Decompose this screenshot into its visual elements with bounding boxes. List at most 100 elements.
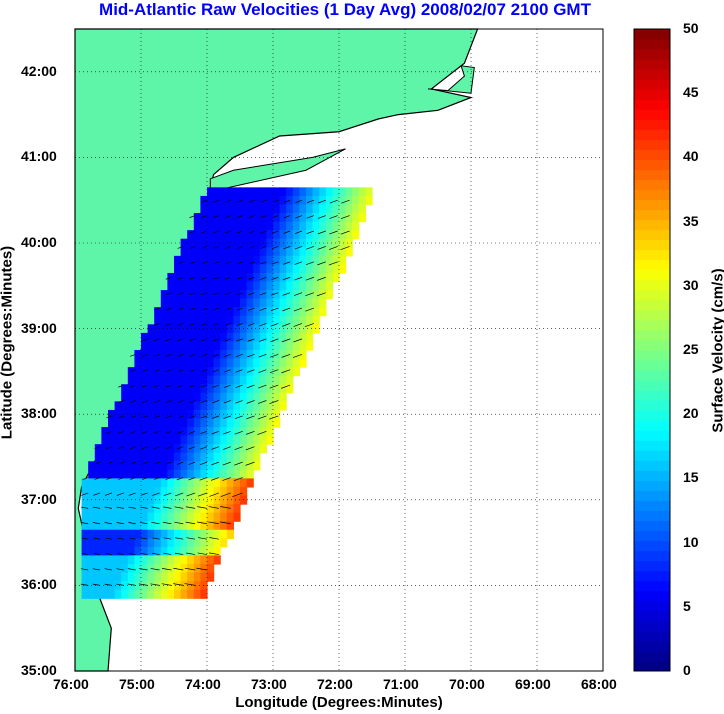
velocity-cell: [167, 555, 175, 565]
velocity-cell: [121, 469, 129, 479]
velocity-arrow: [127, 568, 136, 571]
velocity-cell: [259, 204, 267, 214]
velocity-cell: [306, 324, 314, 334]
velocity-cell: [339, 264, 347, 274]
velocity-arrow: [175, 537, 184, 540]
velocity-arrow: [104, 568, 113, 571]
velocity-cell: [108, 478, 116, 488]
velocity-arrow: [222, 477, 231, 481]
y-tick-label: 36:00: [21, 576, 57, 593]
velocity-cell: [259, 255, 267, 265]
colorbar-tick-label: 0: [683, 662, 691, 678]
velocity-arrow: [260, 246, 267, 249]
velocity-cell: [200, 358, 208, 368]
velocity-cell: [94, 581, 102, 591]
velocity-cell: [259, 187, 267, 197]
velocity-cell: [141, 435, 149, 445]
velocity-arrow: [184, 583, 196, 586]
velocity-cell: [154, 589, 162, 599]
velocity-arrow: [209, 537, 219, 540]
colorbar-segment: [634, 119, 670, 130]
velocity-cell: [160, 461, 168, 471]
velocity-arrow: [163, 552, 172, 555]
velocity-arrow: [165, 384, 172, 388]
velocity-arrow: [201, 307, 208, 311]
velocity-cell: [200, 564, 208, 574]
velocity-arrow: [234, 415, 243, 420]
velocity-arrow: [201, 292, 208, 295]
colorbar-segment: [634, 199, 670, 211]
velocity-cell: [220, 272, 228, 283]
velocity-cell: [266, 255, 274, 265]
velocity-cell: [193, 401, 201, 411]
velocity-cell: [312, 230, 320, 240]
velocity-cell: [114, 581, 122, 591]
velocity-cell: [246, 444, 254, 454]
velocity-arrow: [222, 446, 231, 450]
velocity-cell: [286, 213, 294, 223]
velocity-cell: [220, 384, 228, 394]
velocity-cell: [180, 461, 188, 471]
velocity-cell: [121, 538, 129, 548]
velocity-cell: [174, 564, 182, 574]
velocity-cell: [160, 401, 168, 411]
velocity-arrow: [130, 430, 136, 434]
velocity-arrow: [208, 521, 219, 525]
x-tick-label: 76:00: [53, 676, 89, 692]
colorbar-segment: [634, 580, 670, 592]
velocity-arrow: [189, 230, 196, 234]
velocity-cell: [193, 350, 201, 360]
velocity-cell: [88, 546, 96, 557]
velocity-arrow: [173, 583, 184, 586]
velocity-arrow: [153, 353, 160, 357]
velocity-arrow: [281, 353, 291, 358]
velocity-cell: [253, 187, 261, 197]
velocity-cell: [240, 358, 248, 368]
velocity-cell: [200, 444, 208, 454]
velocity-arrow: [80, 506, 89, 509]
velocity-cell: [193, 307, 201, 317]
velocity-cell: [187, 272, 195, 283]
velocity-cell: [174, 589, 182, 599]
velocity-arrow: [212, 384, 219, 388]
velocity-cell: [213, 264, 221, 274]
velocity-cell: [154, 384, 162, 394]
velocity-arrow: [140, 553, 148, 555]
colorbar-segment: [634, 430, 670, 441]
velocity-cell: [279, 332, 287, 343]
velocity-cell: [220, 298, 228, 308]
velocity-cell: [88, 504, 96, 514]
velocity-cell: [233, 478, 241, 488]
velocity-cell: [220, 281, 228, 291]
velocity-arrow: [245, 461, 255, 466]
velocity-cell: [121, 495, 129, 505]
velocity-cell: [200, 384, 208, 394]
velocity-cell: [253, 367, 261, 377]
velocity-cell: [286, 315, 294, 325]
velocity-cell: [167, 367, 175, 377]
velocity-cell: [233, 195, 241, 206]
velocity-cell: [141, 581, 149, 591]
velocity-arrow: [306, 215, 315, 219]
velocity-arrow: [177, 246, 184, 249]
velocity-cell: [312, 264, 320, 274]
velocity-cell: [240, 195, 248, 206]
velocity-cell: [207, 367, 215, 377]
velocity-cell: [101, 521, 109, 531]
velocity-arrow: [294, 230, 303, 234]
velocity-cell: [253, 452, 261, 462]
velocity-cell: [200, 247, 208, 257]
velocity-arrow: [201, 246, 208, 249]
velocity-arrow: [306, 246, 315, 250]
velocity-cell: [108, 564, 116, 574]
velocity-cell: [108, 469, 116, 479]
velocity-cell: [279, 324, 287, 334]
velocity-cell: [253, 332, 261, 343]
velocity-cell: [180, 564, 188, 574]
velocity-cell: [220, 367, 228, 377]
velocity-cell: [325, 204, 333, 214]
velocity-arrow: [106, 446, 113, 450]
velocity-cell: [134, 401, 142, 411]
y-tick-label: 40:00: [21, 234, 57, 250]
velocity-arrow: [329, 199, 338, 204]
